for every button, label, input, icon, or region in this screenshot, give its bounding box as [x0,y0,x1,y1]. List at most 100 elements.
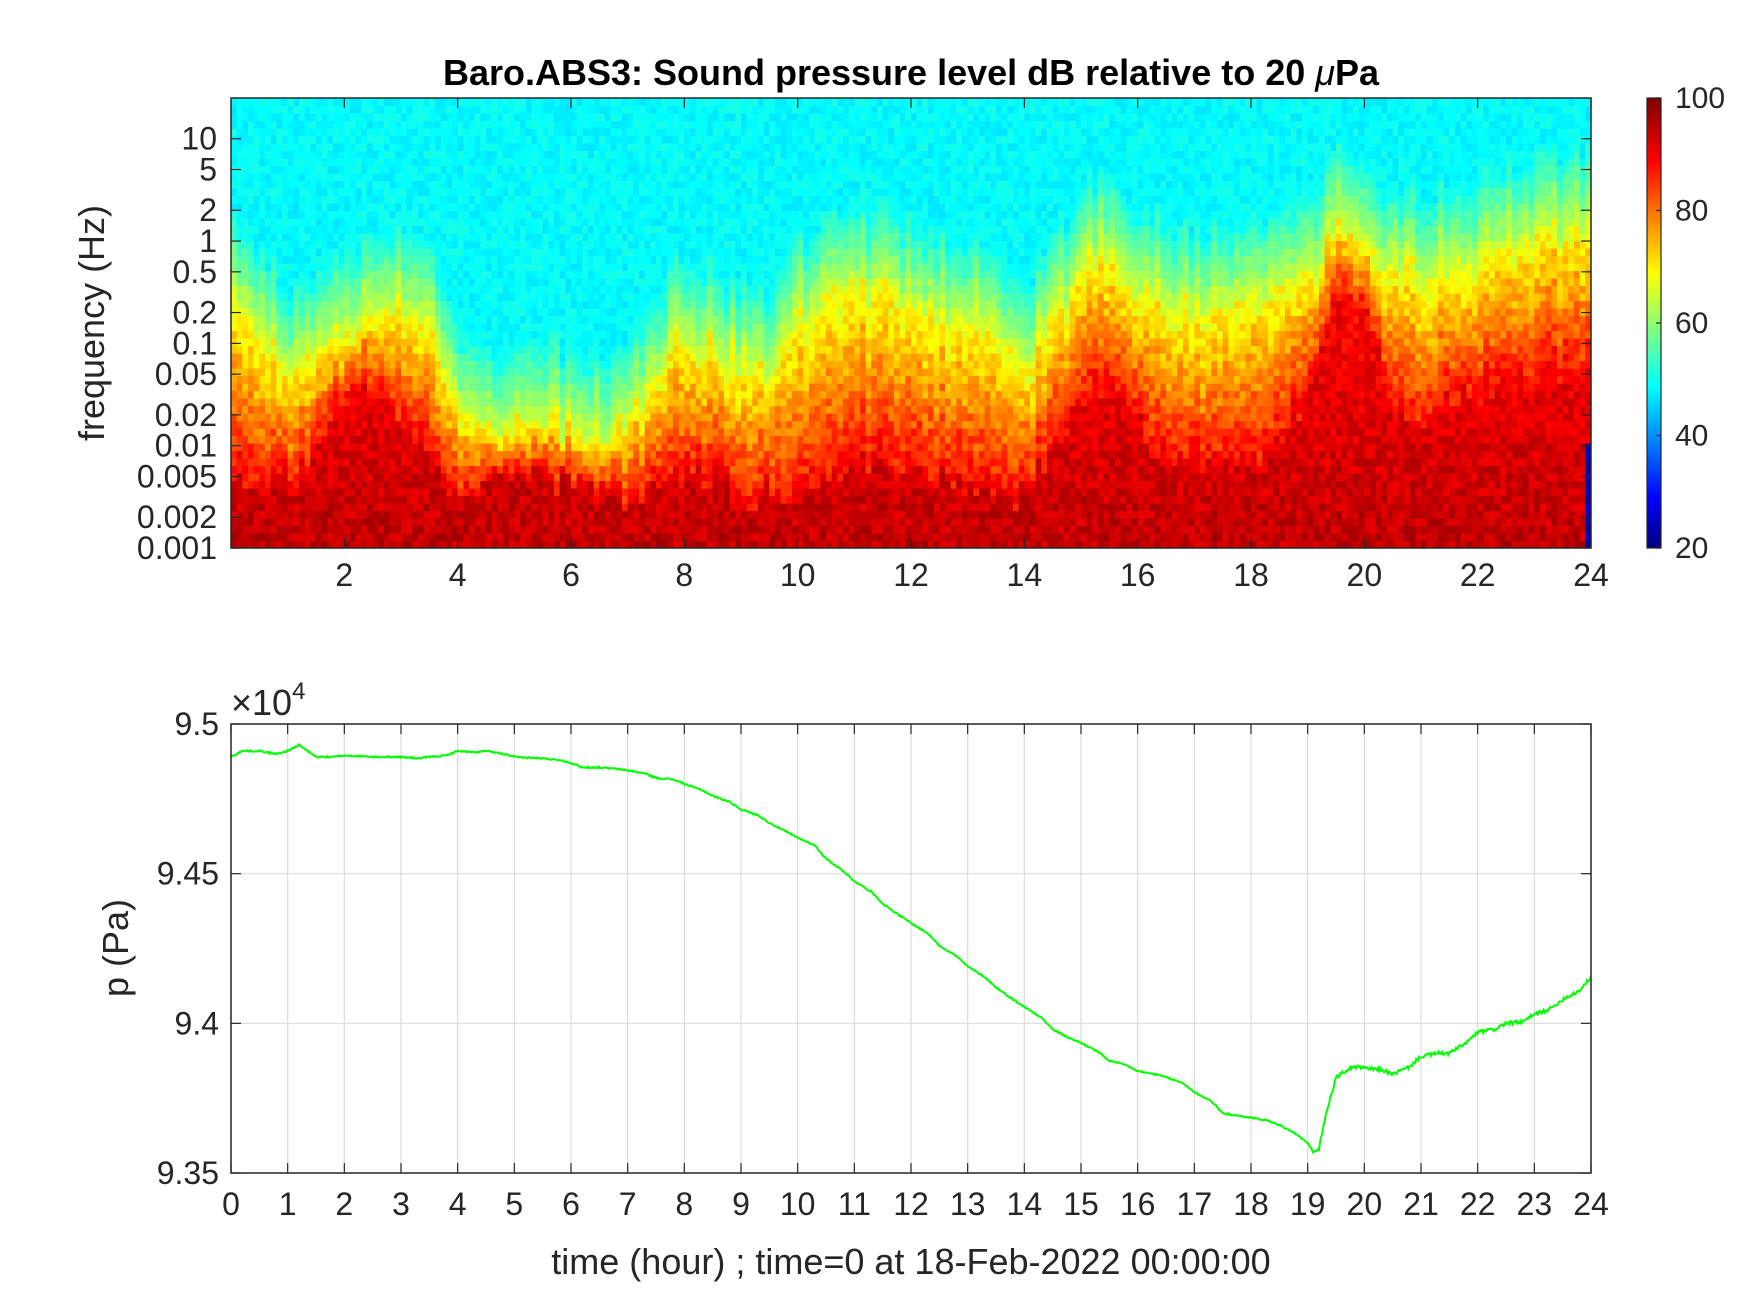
spectrogram-cell [537,330,544,339]
spectrogram-cell [469,495,476,504]
spectrogram-cell [542,465,549,474]
spectrogram-cell [367,270,374,279]
spectrogram-cell [627,518,634,527]
spectrogram-cell [684,473,691,482]
spectrogram-cell [440,360,447,369]
spectrogram-cell [673,98,680,107]
spectrogram-cell [622,375,629,384]
spectrogram-cell [525,503,532,512]
spectrogram-cell [576,278,583,287]
spectrogram-cell [514,270,521,279]
spectrogram-cell [593,150,600,159]
spectrogram-cell [350,210,357,219]
spectrogram-cell [690,300,697,309]
spectrogram-cell [650,188,657,197]
spectrogram-cell [627,503,634,512]
spectrogram-cell [599,218,606,227]
spectrogram-cell [576,503,583,512]
spectrogram-cell [610,450,617,459]
spectrogram-cell [418,375,425,384]
spectrogram-cell [593,195,600,204]
spectrogram-cell [508,210,515,219]
spectrogram-cell [344,248,351,257]
spectrogram-cell [287,405,294,414]
spectrogram-cell [350,285,357,294]
spectrogram-cell [259,120,266,129]
spectrogram-cell [406,240,413,249]
spectrogram-cell [695,465,702,474]
spectrogram-cell [293,330,300,339]
spectrogram-cell [661,488,668,497]
spectrogram-cell [508,525,515,534]
spectrogram-cell [678,165,685,174]
spectrogram-cell [344,210,351,219]
spectrogram-cell [287,248,294,257]
spectrogram-cell [520,398,527,407]
spectrogram-cell [542,398,549,407]
spectrogram-cell [418,278,425,287]
spectrogram-cell [480,105,487,114]
spectrogram-cell [338,158,345,167]
spectrogram-cell [372,300,379,309]
spectrogram-cell [542,390,549,399]
spectrogram-cell [582,435,589,444]
spectrogram-cell [599,248,606,257]
spectrogram-cell [474,525,481,534]
spectrogram-cell [293,345,300,354]
spectrogram-cell [537,473,544,482]
spectrogram-cell [678,240,685,249]
spectrogram-cell [486,218,493,227]
spectrogram-cell [446,203,453,212]
spectrogram-cell [242,480,249,489]
spectrogram-cell [406,488,413,497]
spectrogram-cell [401,143,408,152]
spectrogram-cell [259,293,266,302]
spectrogram-cell [253,473,260,482]
spectrogram-cell [469,293,476,302]
spectrogram-cell [531,390,538,399]
spectrogram-cell [316,473,323,482]
spectrogram-cell [435,188,442,197]
spectrogram-cell [327,105,334,114]
spectrogram-cell [661,98,668,107]
spectrogram-cell [338,293,345,302]
spectrogram-cell [599,270,606,279]
spectrogram-cell [644,323,651,332]
spectrogram-cell [610,210,617,219]
spectrogram-cell [622,165,629,174]
spectrogram-cell [627,345,634,354]
spectrogram-cell [673,495,680,504]
spectrogram-cell [361,540,368,548]
spectrogram-cell [633,390,640,399]
spectrogram-cell [548,330,555,339]
spectrogram-cell [287,105,294,114]
spectrogram-cell [650,480,657,489]
spectrogram-cell [242,293,249,302]
spectrogram-cell [554,525,561,534]
spectrogram-cell [304,158,311,167]
spectrogram-cell [701,510,708,519]
spectrogram-cell [338,405,345,414]
spectrogram-cell [525,308,532,317]
spectrogram-cell [571,113,578,122]
spectrogram-cell [639,458,646,467]
spectrogram-cell [367,128,374,137]
spectrogram-cell [452,233,459,242]
spectrogram-cell [667,98,674,107]
spectrogram-cell [282,128,289,137]
spectrogram-cell [474,300,481,309]
spectrogram-cell [610,443,617,452]
spectrogram-cell [248,353,255,362]
spectrogram-cell [389,540,396,548]
spectrogram-cell [452,353,459,362]
spectrogram-cell [231,398,238,407]
spectrogram-cell [571,248,578,257]
spectrogram-cell [650,165,657,174]
spectrogram-cell [491,195,498,204]
spectrogram-cell [423,128,430,137]
spectrogram-cell [259,353,266,362]
spectrogram-cell [633,120,640,129]
spectrogram-cell [293,375,300,384]
spectrogram-cell [406,525,413,534]
spectrogram-cell [480,450,487,459]
